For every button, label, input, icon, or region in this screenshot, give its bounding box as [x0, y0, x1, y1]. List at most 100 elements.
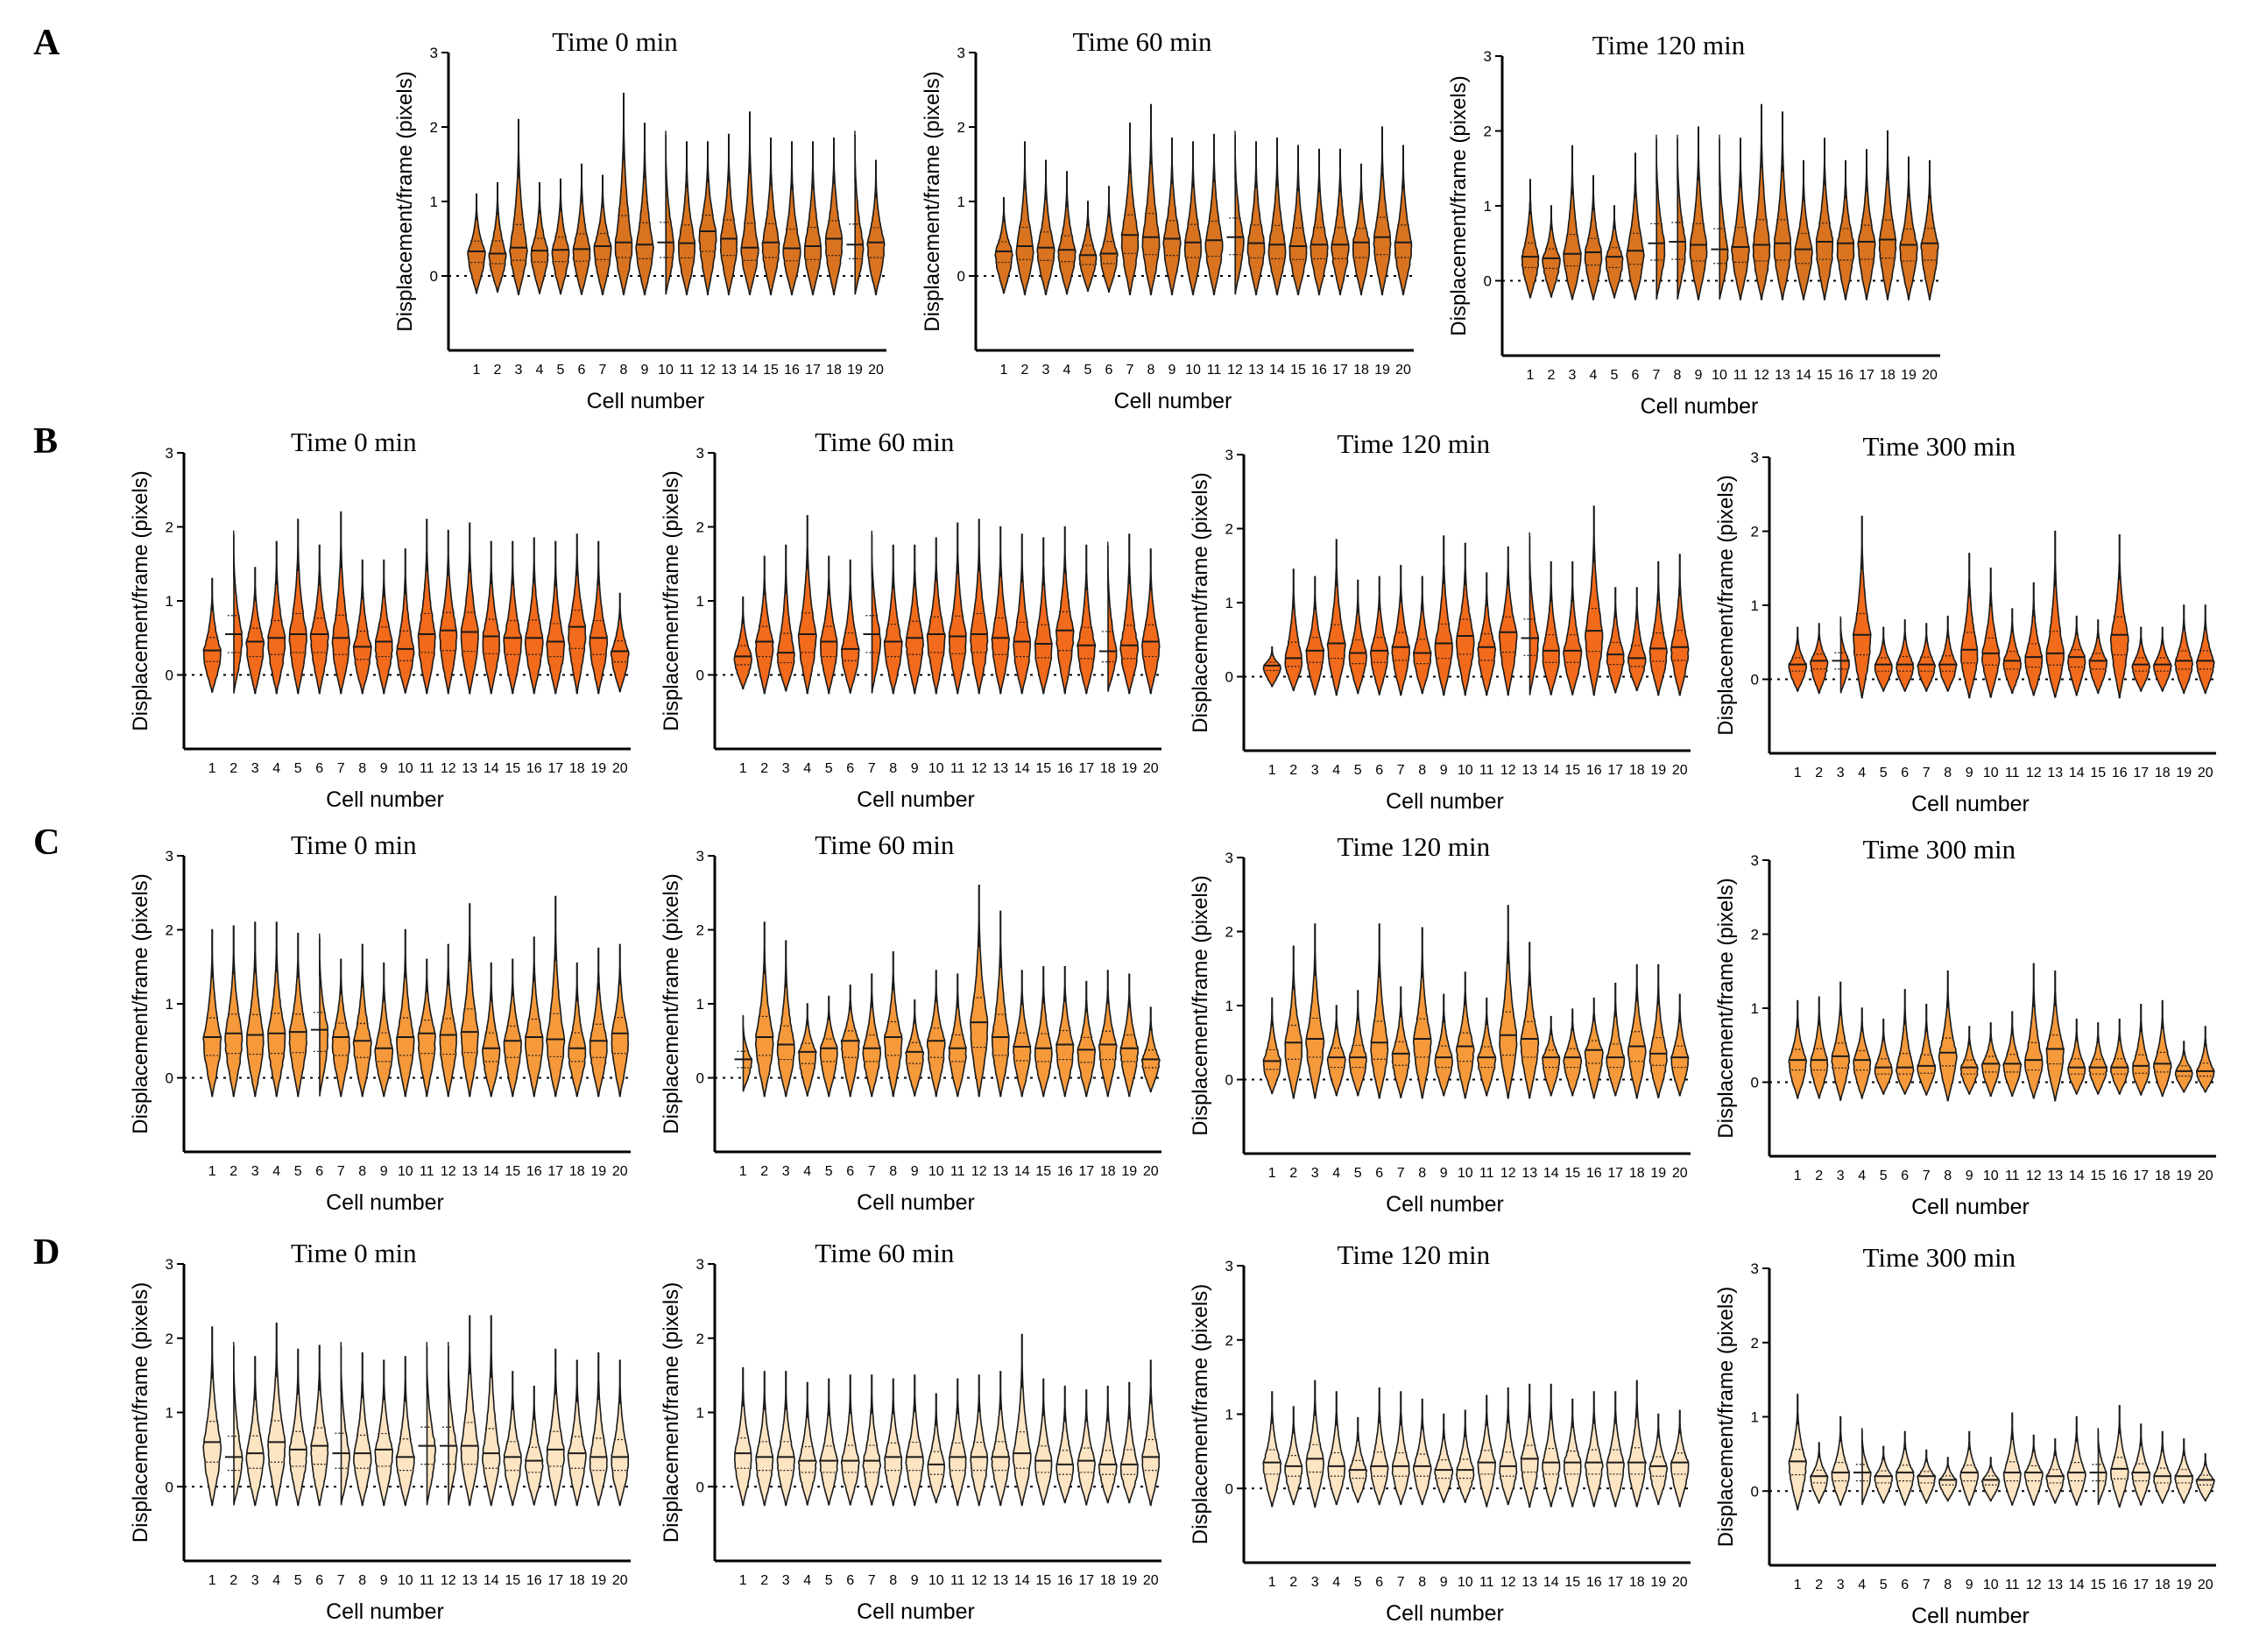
chart-panel-a3: Time 120 min Displacement/frame (pixels) 0… — [1447, 30, 1940, 419]
y-tick-label: 0 — [1751, 1075, 1759, 1091]
y-tick-label: 1 — [166, 1405, 173, 1422]
x-tick-label: 8 — [1147, 363, 1155, 378]
x-tick-label: 15 — [505, 1573, 520, 1588]
violin-cell-13 — [1773, 111, 1792, 300]
y-tick-label: 2 — [1225, 1332, 1233, 1349]
x-tick-label: 17 — [547, 1573, 563, 1588]
x-tick-label: 14 — [742, 363, 758, 378]
y-tick-label: 2 — [166, 1331, 173, 1347]
x-tick-label: 14 — [2069, 766, 2085, 780]
x-tick-label: 7 — [1653, 368, 1661, 383]
x-tick-label: 13 — [2047, 1168, 2063, 1183]
x-tick-label: 6 — [1375, 1166, 1383, 1181]
x-tick-label: 1 — [473, 363, 481, 378]
violin-cell-11 — [2002, 1011, 2023, 1098]
x-tick-label: 9 — [1168, 363, 1176, 378]
x-tick-label: 10 — [1983, 766, 1999, 780]
y-tick-label: 1 — [696, 996, 704, 1013]
violin-cell-5 — [819, 995, 838, 1098]
violin-cell-2 — [233, 1345, 244, 1506]
y-tick-label: 1 — [166, 593, 173, 610]
x-tick-label: 19 — [1650, 763, 1666, 778]
violin-cell-2 — [1810, 996, 1829, 1099]
x-tick-label: 20 — [1143, 761, 1159, 776]
chart-title: Time 120 min — [1338, 428, 1491, 459]
violin-cell-18 — [1098, 1386, 1118, 1504]
y-tick-label: 3 — [1225, 447, 1233, 463]
chart-panel-b3: Time 120 min Displacement/frame (pixels) 0… — [1189, 428, 1691, 814]
x-tick-label: 18 — [1880, 368, 1896, 383]
x-tick-label: 20 — [1395, 363, 1411, 378]
x-tick-label: 1 — [1794, 1168, 1802, 1183]
x-tick-label: 20 — [2198, 766, 2213, 780]
x-tick-label: 17 — [1078, 1573, 1094, 1588]
y-axis-label: Displacement/frame (pixels) — [393, 71, 417, 331]
x-tick-label: 15 — [2090, 1168, 2106, 1183]
y-tick-label: 0 — [696, 1479, 704, 1495]
x-tick-label: 5 — [825, 761, 833, 776]
x-tick-label: 10 — [658, 363, 674, 378]
x-tick-label: 20 — [1143, 1164, 1159, 1179]
violin-cell-2 — [233, 534, 244, 694]
chart-title: Time 60 min — [1072, 26, 1212, 57]
x-tick-label: 12 — [1500, 763, 1516, 778]
x-tick-label: 8 — [358, 1164, 366, 1179]
y-tick-label: 1 — [696, 1405, 704, 1422]
x-axis-label: Cell number — [1386, 789, 1504, 814]
x-tick-label: 17 — [805, 363, 821, 378]
violin-cell-10 — [927, 1393, 946, 1504]
x-tick-label: 2 — [1815, 1578, 1823, 1592]
x-axis-label: Cell number — [1911, 792, 2030, 816]
x-tick-label: 7 — [1397, 1166, 1405, 1181]
x-axis-label: Cell number — [1386, 1192, 1504, 1217]
x-tick-label: 6 — [578, 363, 586, 378]
y-tick-label: 2 — [430, 119, 438, 136]
x-tick-label: 12 — [2026, 1578, 2042, 1592]
violin-cell-4 — [797, 514, 817, 695]
x-tick-label: 10 — [1983, 1168, 1999, 1183]
x-tick-label: 11 — [420, 1164, 434, 1179]
x-tick-label: 19 — [590, 1573, 606, 1588]
y-axis-label: Displacement/frame (pixels) — [1447, 75, 1471, 335]
violin-cell-12 — [1499, 1387, 1518, 1506]
x-tick-label: 9 — [1966, 1578, 1973, 1592]
violin-cell-8 — [352, 559, 372, 695]
x-tick-label: 11 — [1479, 763, 1494, 778]
x-tick-label: 18 — [1100, 1573, 1116, 1588]
x-tick-label: 7 — [1397, 763, 1405, 778]
x-tick-label: 16 — [1311, 363, 1327, 378]
x-tick-label: 2 — [229, 761, 237, 776]
x-tick-label: 9 — [641, 363, 649, 378]
x-tick-label: 3 — [251, 1573, 259, 1588]
violin-cell-13 — [460, 903, 479, 1098]
x-tick-label: 17 — [547, 761, 563, 776]
y-tick-label: 3 — [1751, 449, 1759, 466]
x-tick-label: 1 — [1268, 763, 1276, 778]
x-tick-label: 19 — [1121, 1164, 1137, 1179]
x-tick-label: 12 — [2026, 766, 2042, 780]
x-tick-label: 13 — [992, 1573, 1008, 1588]
y-tick-label: 1 — [957, 194, 965, 210]
y-tick-label: 1 — [1225, 998, 1233, 1014]
x-tick-label: 14 — [1796, 368, 1811, 383]
y-tick-label: 1 — [166, 996, 173, 1013]
y-axis-label: Displacement/frame (pixels) — [1189, 472, 1212, 732]
x-tick-label: 19 — [1650, 1575, 1666, 1590]
chart-title: Time 0 min — [552, 26, 678, 57]
y-axis-label: Displacement/frame (pixels) — [129, 1282, 152, 1543]
y-tick-label: 0 — [957, 268, 965, 285]
x-tick-label: 5 — [1880, 1168, 1888, 1183]
x-tick-label: 7 — [868, 761, 876, 776]
x-axis-label: Cell number — [857, 787, 975, 812]
x-tick-label: 3 — [1311, 1575, 1319, 1590]
y-tick-label: 2 — [166, 519, 173, 536]
x-tick-label: 20 — [612, 761, 628, 776]
x-tick-label: 1 — [1268, 1575, 1276, 1590]
violin-cell-12 — [1499, 905, 1518, 1099]
row-label-c: C — [33, 822, 60, 863]
x-tick-label: 2 — [760, 761, 768, 776]
chart-panel-c3: Time 120 min Displacement/frame (pixels) 0… — [1189, 831, 1691, 1217]
x-tick-label: 4 — [536, 363, 544, 378]
x-tick-label: 9 — [911, 1164, 919, 1179]
y-tick-label: 1 — [1225, 595, 1233, 611]
